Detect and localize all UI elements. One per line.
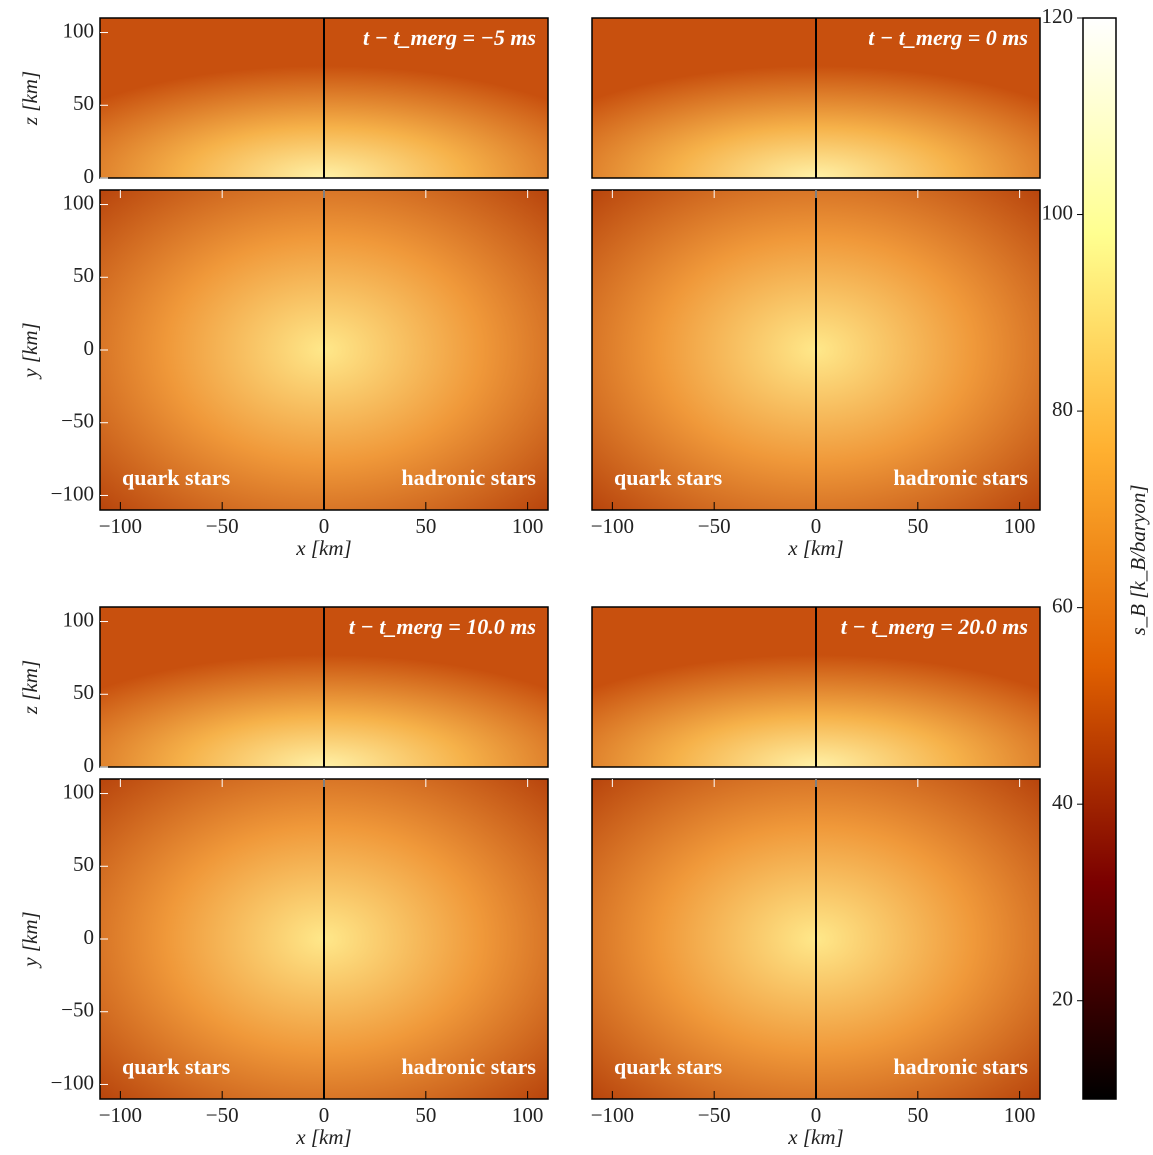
x-axis-label: x [km]: [787, 1125, 843, 1149]
x-tick-label: −100: [99, 514, 142, 538]
time-label: t − t_merg = −5 ms: [363, 25, 536, 50]
y-tick-label: −100: [51, 481, 94, 505]
y-tick-label: 50: [73, 91, 94, 115]
star-label: quark stars: [614, 465, 723, 490]
time-label: t − t_merg = 10.0 ms: [349, 614, 536, 639]
star-label: quark stars: [122, 1054, 231, 1079]
y-tick-label: 50: [73, 680, 94, 704]
star-label: hadronic stars: [401, 465, 536, 490]
colorbar-tick-label: 40: [1052, 790, 1073, 814]
x-tick-label: 0: [811, 1103, 822, 1127]
y-tick-label: −100: [51, 1070, 94, 1094]
y-tick-label: 50: [73, 852, 94, 876]
x-tick-label: 50: [415, 1103, 436, 1127]
y-tick-label: 50: [73, 263, 94, 287]
colorbar-tick-label: 120: [1042, 4, 1074, 28]
y-tick-label: 100: [63, 18, 95, 42]
colorbar-tick-label: 20: [1052, 987, 1073, 1011]
colorbar-tick-label: 60: [1052, 593, 1073, 617]
star-label: quark stars: [614, 1054, 723, 1079]
x-tick-label: 0: [811, 514, 822, 538]
time-label: t − t_merg = 0 ms: [868, 25, 1028, 50]
y-axis-label: z [km]: [18, 660, 42, 715]
x-axis-label: x [km]: [295, 536, 351, 560]
x-tick-label: 50: [415, 514, 436, 538]
x-tick-label: 100: [512, 514, 544, 538]
y-tick-label: 0: [84, 336, 95, 360]
star-label: hadronic stars: [893, 1054, 1028, 1079]
x-tick-label: 50: [907, 514, 928, 538]
x-tick-label: −50: [698, 514, 731, 538]
frame: [591, 17, 1041, 179]
colorbar: [1082, 17, 1117, 1100]
x-tick-label: −50: [206, 514, 239, 538]
y-axis-label: y [km]: [18, 911, 42, 968]
y-tick-label: 0: [84, 753, 95, 777]
y-tick-label: 0: [84, 164, 95, 188]
y-tick-label: 100: [63, 607, 95, 631]
x-tick-label: 100: [1004, 514, 1036, 538]
x-tick-label: −100: [591, 1103, 634, 1127]
frame: [591, 606, 1041, 768]
x-tick-label: 100: [1004, 1103, 1036, 1127]
y-tick-label: 100: [63, 190, 95, 214]
x-tick-label: −100: [99, 1103, 142, 1127]
frame: [99, 606, 549, 768]
x-tick-label: −50: [206, 1103, 239, 1127]
y-axis-label: y [km]: [18, 322, 42, 379]
colorbar-label: s_B [k_B/baryon]: [1126, 484, 1150, 635]
y-tick-label: 0: [84, 925, 95, 949]
y-tick-label: −50: [61, 998, 94, 1022]
frame: [99, 17, 549, 179]
star-label: quark stars: [122, 465, 231, 490]
star-label: hadronic stars: [401, 1054, 536, 1079]
y-tick-label: 100: [63, 779, 95, 803]
time-label: t − t_merg = 20.0 ms: [841, 614, 1028, 639]
x-tick-label: −50: [698, 1103, 731, 1127]
y-tick-label: −50: [61, 409, 94, 433]
star-label: hadronic stars: [893, 465, 1028, 490]
x-axis-label: x [km]: [295, 1125, 351, 1149]
x-tick-label: 50: [907, 1103, 928, 1127]
x-tick-label: 0: [319, 514, 330, 538]
x-tick-label: 100: [512, 1103, 544, 1127]
x-axis-label: x [km]: [787, 536, 843, 560]
colorbar-tick-label: 80: [1052, 397, 1073, 421]
y-axis-label: z [km]: [18, 71, 42, 126]
x-tick-label: −100: [591, 514, 634, 538]
colorbar-tick-label: 100: [1042, 200, 1074, 224]
x-tick-label: 0: [319, 1103, 330, 1127]
